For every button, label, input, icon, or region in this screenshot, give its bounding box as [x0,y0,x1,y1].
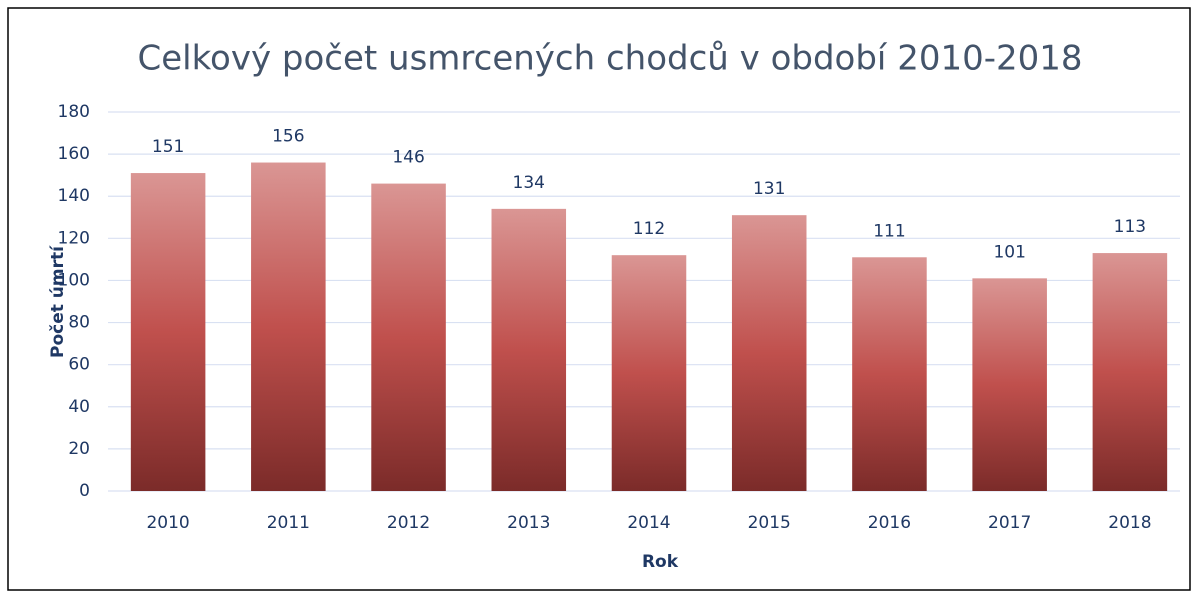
y-tick-label: 20 [68,439,90,459]
y-tick-label: 40 [68,397,90,417]
value-label: 146 [392,148,424,168]
bar [731,215,807,491]
value-label: 156 [272,127,304,147]
chart-title: Celkový počet usmrcených chodců v období… [137,39,1082,79]
y-tick-label: 180 [58,102,90,122]
x-tick-label: 2013 [507,513,550,533]
bar [1092,253,1168,491]
x-axis-title: Rok [642,552,679,572]
bar [611,255,687,491]
y-tick-label: 80 [68,313,90,333]
bar [371,183,446,492]
bar [852,257,927,491]
y-tick-label: 140 [58,186,90,206]
y-tick-label: 160 [58,144,90,164]
value-label: 112 [633,219,665,239]
y-axis-title: Počet úmrtí [48,245,68,358]
y-tick-label: 100 [58,270,90,290]
x-tick-label: 2016 [868,513,911,533]
y-tick-label: 0 [79,481,90,501]
value-label: 101 [993,242,1025,262]
bar [972,278,1047,491]
y-tick-label: 120 [58,228,90,248]
bar [130,173,206,492]
x-tick-label: 2011 [267,513,310,533]
x-tick-label: 2018 [1108,513,1151,533]
value-label: 111 [873,221,905,241]
y-tick-label: 60 [68,355,90,375]
x-tick-label: 2012 [387,513,430,533]
value-label: 113 [1114,217,1146,237]
x-tick-label: 2014 [627,513,670,533]
bar [251,162,326,492]
x-tick-label: 2017 [988,513,1031,533]
x-tick-label: 2015 [748,513,791,533]
value-label: 134 [513,173,545,193]
value-label: 131 [753,179,785,199]
x-tick-label: 2010 [146,513,189,533]
value-label: 151 [152,137,184,157]
bar [491,208,567,491]
